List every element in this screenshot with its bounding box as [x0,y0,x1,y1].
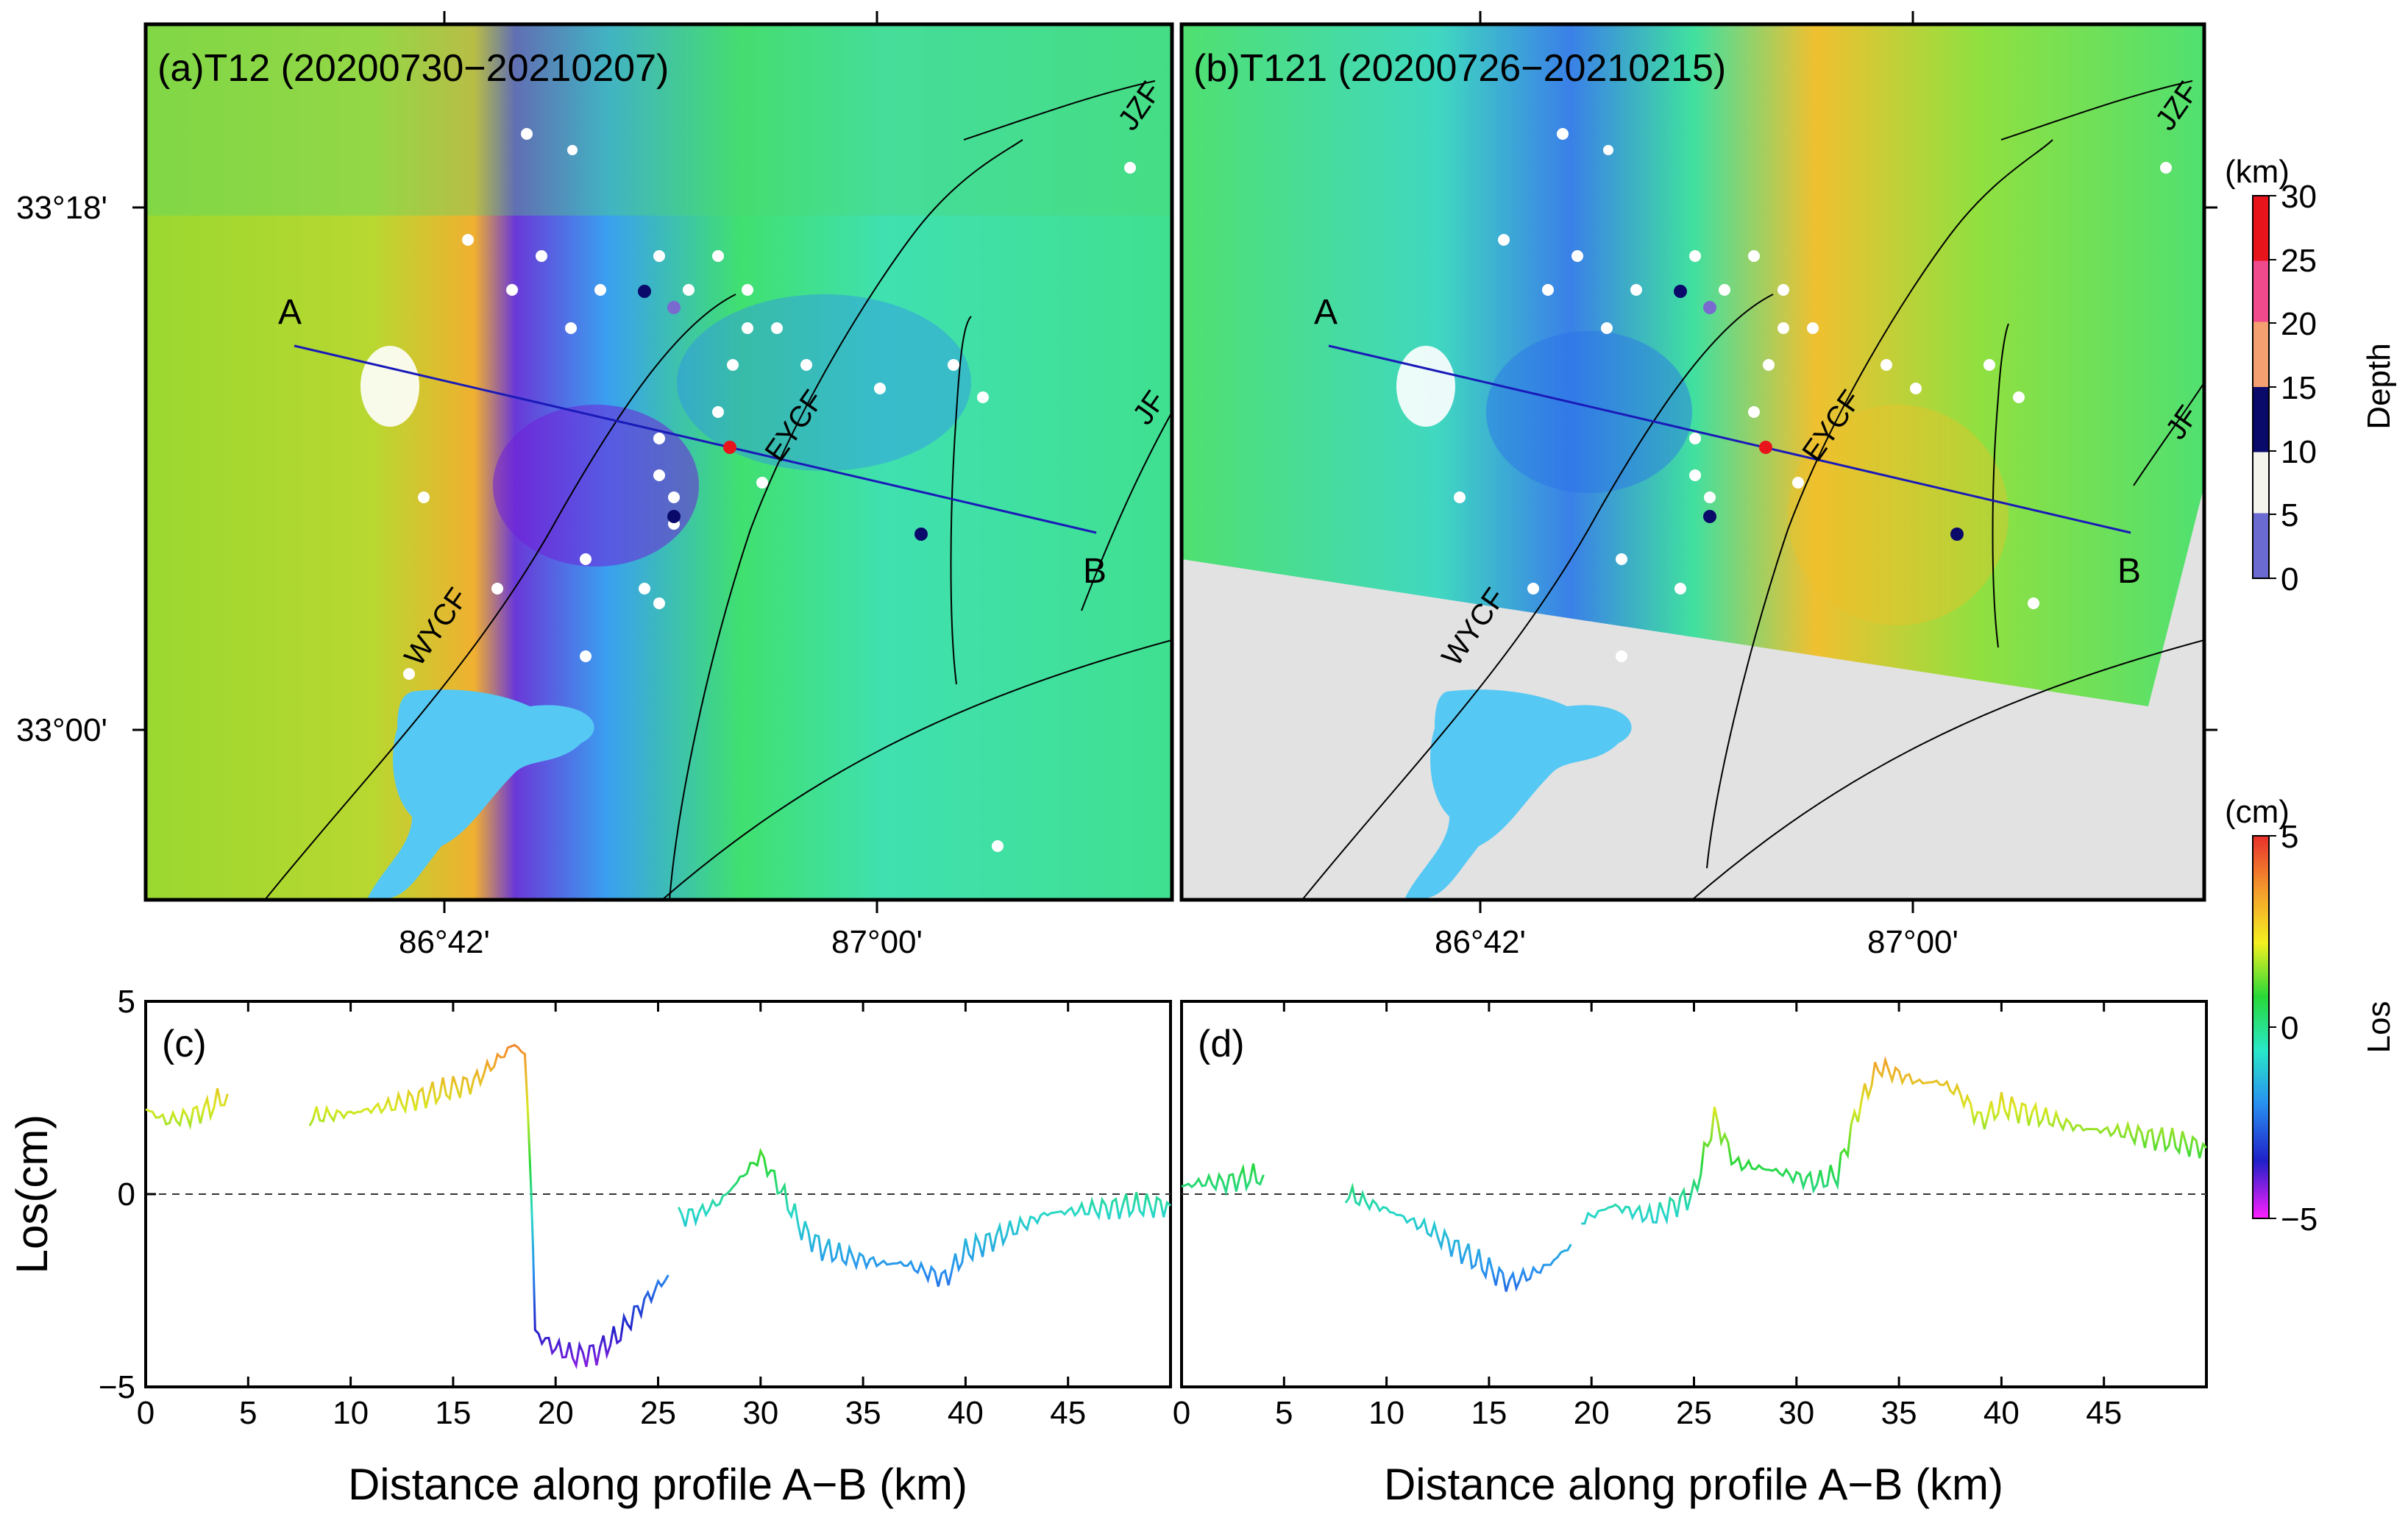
profile-line-b [1328,344,2131,534]
los-profile-segment [678,1147,1172,1288]
panel-a-title: (a)T12 (20200730−20210207) [157,47,669,90]
depth-tick-25: 25 [2281,243,2317,279]
fault-trace-jf-b [2133,382,2204,486]
x-tick-label: 40 [948,1395,984,1431]
x-tick-label: 45 [1050,1395,1086,1431]
x-tick-label: 20 [1574,1395,1610,1431]
y-tick-label: 0 [118,1176,135,1213]
lon-tick-a-1: 86°42' [399,924,490,960]
y-axis-label-c: Los(cm) [7,1115,57,1274]
plot-frame-c [144,1000,1172,1388]
x-tick-label: 15 [1471,1395,1507,1431]
depth-colorbar-label: Depth [2361,343,2397,429]
fault-trace-jf-a [1081,411,1172,611]
panel-c-label: (c) [162,1023,207,1065]
map-frame-a [143,22,1174,902]
x-tick-label: 10 [333,1395,369,1431]
profile-label-b-end: B [2117,552,2141,591]
depth-tick-5: 5 [2281,497,2298,533]
subsidence-lobe-a [493,405,699,567]
x-tick-label: 5 [1275,1395,1293,1431]
x-tick-label: 5 [239,1395,257,1431]
x-axis-label-d: Distance along profile A−B (km) [1384,1460,2003,1509]
profile-label-b-start: A [1314,293,1338,332]
profile-line-a [294,344,1097,534]
x-tick-label: 15 [435,1395,471,1431]
los-colorbar: (cm) 5 0 −5 Los [2225,794,2397,1238]
seismicity-dots-a [403,128,1136,852]
los-colorbar-label: Los [2361,1001,2397,1054]
map-panel-b [1182,24,2204,900]
lake-b [1405,689,1632,899]
salt-flat-a [361,346,419,427]
lon-tick-b-2: 87°00' [1867,924,1958,960]
x-tick-label: 35 [1881,1395,1917,1431]
fault-trace-wycf-a [264,294,736,900]
x-tick-label: 35 [845,1395,881,1431]
fault-trace-jzf-a [963,80,1156,141]
y-tick-label: −5 [99,1369,135,1405]
profile-plot-d: 0 5 10 15 20 25 30 35 40 45 [1173,1001,2208,1431]
fault-trace-eycf-b [1706,139,2053,869]
x-tick-label: 25 [640,1395,676,1431]
profile-label-a-end: B [1083,552,1107,591]
y-tick-label: 5 [118,984,135,1020]
panel-d-label: (d) [1198,1023,1245,1065]
x-tick-label: 10 [1368,1395,1404,1431]
los-profile-segment [1581,1056,2208,1225]
x-tick-label: 20 [538,1395,574,1431]
panel-b-title: (b)T121 (20200726−20210215) [1193,47,1726,90]
depth-colorbar-unit: (km) [2225,154,2290,190]
fault-trace-wycf-b [1301,294,1774,900]
insar-field-b [1182,24,2204,706]
profile-label-a-start: A [278,293,302,332]
lat-tick-2: 33°00' [16,712,107,748]
x-tick-label: 0 [1173,1395,1190,1431]
los-profile-segment [1344,1182,1572,1292]
los-colorbar-unit: (cm) [2225,794,2290,830]
los-profile-segment [308,1043,670,1370]
x-tick-label: 30 [1778,1395,1814,1431]
depth-tick-15: 15 [2281,370,2317,406]
uplift-lobe-b [1788,405,2009,625]
seismicity-dots-b [1454,128,2172,662]
depth-tick-0: 0 [2281,561,2298,597]
x-axis-label-c: Distance along profile A−B (km) [348,1460,967,1509]
los-profile-segment [145,1087,229,1130]
los-tick-neg5: −5 [2281,1201,2318,1238]
lat-tick-1: 33°18' [16,190,107,226]
depth-tick-20: 20 [2281,306,2317,342]
plot-frame-d [1180,1000,2208,1388]
x-tick-label: 0 [137,1395,155,1431]
map-panel-a [146,24,1172,900]
los-profile-segment [1181,1163,1265,1196]
x-tick-label: 30 [742,1395,778,1431]
fault-trace-jzf-b [2000,80,2193,141]
lon-tick-a-2: 87°00' [831,924,923,960]
map-ticks [132,11,2217,913]
x-tick-label: 45 [2086,1395,2122,1431]
los-tick-5: 5 [2281,819,2298,855]
map-frame-b [1179,22,2206,902]
x-tick-label: 25 [1676,1395,1712,1431]
depth-colorbar: (km) 30 25 20 15 10 5 0 Depth [2225,154,2397,597]
depth-tick-30: 30 [2281,179,2317,215]
lake-a [368,689,594,899]
fault-trace-eycf-a [669,139,1023,900]
lon-tick-b-1: 86°42' [1435,924,1526,960]
depth-tick-10: 10 [2281,434,2317,470]
x-tick-label: 40 [1983,1395,2020,1431]
los-tick-0: 0 [2281,1010,2298,1046]
